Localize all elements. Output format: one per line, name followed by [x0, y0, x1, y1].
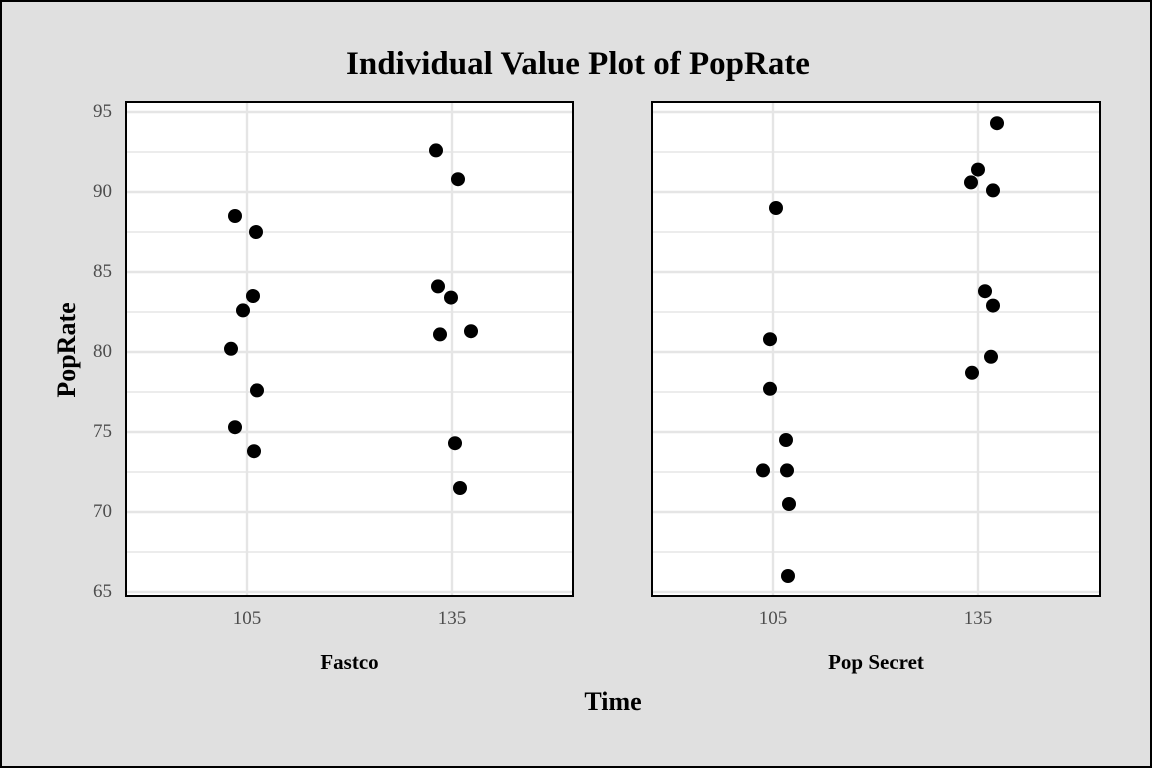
- data-point: [246, 289, 260, 303]
- panel-1-marks: [653, 103, 1099, 595]
- data-point: [779, 433, 793, 447]
- data-point: [464, 324, 478, 339]
- data-point: [965, 365, 979, 380]
- data-point: [782, 497, 796, 511]
- data-point: [986, 183, 1000, 198]
- data-point: [250, 383, 264, 398]
- data-point: [431, 279, 445, 294]
- data-point: [228, 420, 242, 435]
- y-tick-label: 95: [93, 101, 112, 122]
- y-tick-label: 80: [93, 341, 112, 362]
- data-point: [763, 332, 777, 347]
- data-point: [984, 349, 998, 364]
- y-tick-label: 85: [93, 261, 112, 282]
- y-tick-label: 70: [93, 501, 112, 522]
- data-point: [971, 162, 985, 177]
- x-tick-label: 105: [232, 608, 262, 629]
- data-point: [451, 172, 465, 187]
- data-point: [249, 225, 263, 239]
- data-point: [224, 341, 238, 356]
- y-tick-label: 65: [93, 581, 112, 602]
- data-point: [769, 201, 783, 215]
- x-tick-label: 105: [758, 608, 788, 629]
- panel-label: Fastco: [320, 650, 379, 674]
- panel-pop-secret: [651, 101, 1101, 597]
- data-point: [964, 175, 978, 190]
- data-point: [433, 327, 447, 342]
- chart-title: Individual Value Plot of PopRate: [346, 46, 810, 82]
- data-point: [228, 209, 242, 223]
- y-tick-label: 90: [93, 181, 112, 202]
- data-point: [763, 381, 777, 396]
- data-point: [978, 284, 992, 299]
- panel-fastco: [125, 101, 574, 597]
- data-point: [429, 143, 443, 158]
- data-point: [990, 116, 1004, 131]
- x-tick-label: 135: [437, 608, 467, 629]
- data-point: [453, 481, 467, 495]
- x-tick-label: 135: [963, 608, 993, 629]
- data-point: [986, 298, 1000, 313]
- y-tick-label: 75: [93, 421, 112, 442]
- x-axis-label: Time: [584, 687, 642, 716]
- data-point: [756, 463, 770, 478]
- data-point: [236, 303, 250, 318]
- data-point: [780, 463, 794, 478]
- data-point: [448, 436, 462, 451]
- panel-label: Pop Secret: [828, 650, 924, 674]
- data-point: [781, 569, 795, 583]
- data-point: [444, 290, 458, 305]
- panel-0-marks: [127, 103, 572, 595]
- data-point: [247, 444, 261, 459]
